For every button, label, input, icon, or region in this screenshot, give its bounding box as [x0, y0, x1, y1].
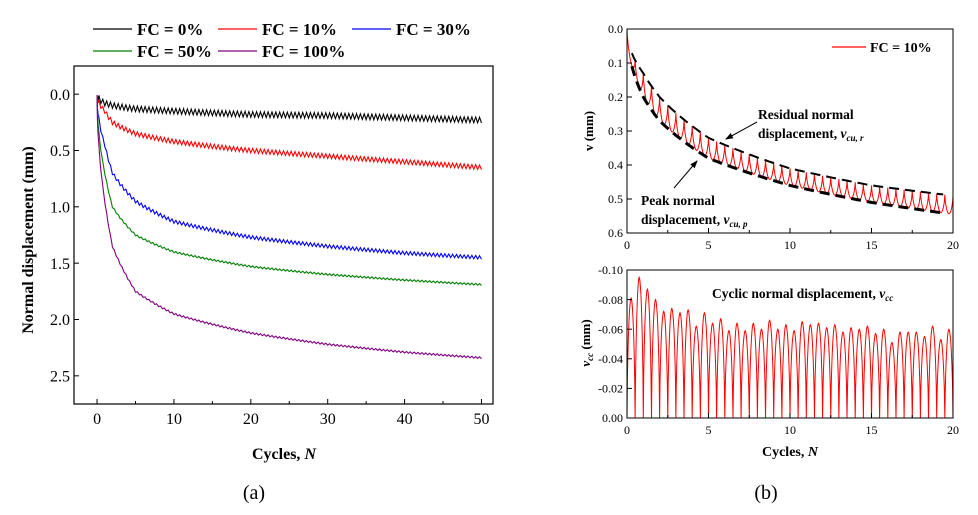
y-axis-label: Normal displacement (mm)	[20, 146, 37, 334]
axes: 0 5 10 15 20 0.00 -0.02 -0.04 -0.06 -0.08 -0.10	[598, 263, 959, 437]
x-tick-label: 5	[706, 238, 712, 252]
y-tick-label: -0.04	[598, 352, 623, 366]
series-line	[96, 96, 483, 171]
panel-b-top: 0 5 10 15 20 0.0 0.1 0.2 0.3 0.4 0.5 0.6 FC = 10% v…	[581, 22, 959, 252]
series-line	[96, 94, 482, 286]
y-tick-label: 0.00	[602, 411, 623, 425]
legend-label: FC = 0%	[137, 20, 203, 39]
arrow-peak	[673, 160, 698, 189]
x-tick-label: 50	[473, 411, 489, 428]
series-line	[96, 94, 483, 125]
arrow-residual	[725, 121, 758, 140]
annotation-cyclic: Cyclic normal displacement, vcc	[712, 286, 893, 303]
series-line	[96, 94, 482, 360]
x-tick-label: 10	[784, 238, 796, 252]
legend-label: FC = 10%	[262, 20, 337, 39]
x-tick-label: 0	[93, 411, 101, 428]
legend-label: FC = 100%	[262, 42, 345, 61]
y-tick-label: 2.0	[50, 312, 70, 329]
y-tick-label: 2.5	[50, 368, 70, 385]
plot-area	[626, 28, 954, 215]
x-tick-label: 20	[947, 423, 959, 437]
plot-frame	[73, 65, 494, 405]
legend: FC = 0% FC = 10% FC = 30% FC = 50% FC = 100%	[93, 20, 471, 61]
x-tick-label: 40	[397, 411, 413, 428]
x-tick-label: 20	[243, 411, 259, 428]
x-tick-label: 5	[706, 423, 712, 437]
x-tick-label: 30	[320, 411, 336, 428]
x-tick-label: 20	[947, 238, 959, 252]
y-axis-label: v (mm)	[581, 111, 596, 151]
x-axis-label: Cycles, N	[252, 446, 317, 463]
y-tick-label: 0.3	[608, 124, 623, 138]
y-tick-label: -0.08	[598, 293, 623, 307]
y-tick-label: 0.4	[608, 158, 623, 172]
x-tick-label: 0	[624, 238, 630, 252]
y-tick-label: 0.5	[608, 192, 623, 206]
y-tick-label: -0.02	[598, 382, 623, 396]
y-tick-label: 0.1	[608, 56, 623, 70]
axes: 0 10 20 30 40 50 0.0 0.5 1.0 1.5 2.0 2.5	[50, 87, 489, 428]
x-tick-label: 15	[866, 423, 878, 437]
panel-b-bottom: 0 5 10 15 20 0.00 -0.02 -0.04 -0.06 -0.08 -0.10 Cy…	[578, 263, 959, 504]
y-tick-label: 0.5	[50, 143, 70, 160]
peak-envelope	[630, 65, 944, 215]
y-tick-label: -0.10	[598, 263, 623, 277]
y-tick-label: 0.0	[50, 87, 70, 104]
y-tick-label: -0.06	[598, 322, 623, 336]
axes: 0 5 10 15 20 0.0 0.1 0.2 0.3 0.4 0.5 0.6	[608, 22, 959, 252]
y-axis-label: vcc (mm)	[578, 319, 595, 366]
caption-a: (a)	[243, 482, 265, 504]
x-tick-label: 10	[784, 423, 796, 437]
x-tick-label: 0	[624, 423, 630, 437]
y-tick-label: 0.0	[608, 22, 623, 36]
legend-label: FC = 10%	[870, 41, 932, 56]
panel-a: FC = 0% FC = 10% FC = 30% FC = 50% FC = 100%…	[20, 20, 494, 504]
caption-b: (b)	[754, 482, 777, 504]
plot-area	[96, 94, 483, 360]
residual-envelope	[630, 52, 944, 196]
x-tick-label: 10	[166, 411, 182, 428]
annotation-residual-line1: Residual normal	[758, 107, 854, 122]
x-axis-label: Cycles, N	[762, 445, 819, 460]
series-line	[96, 95, 482, 261]
legend-label: FC = 30%	[396, 20, 471, 39]
legend-label: FC = 50%	[137, 42, 212, 61]
annotation-residual-line2: displacement, vcu, r	[758, 126, 864, 143]
y-tick-label: 0.6	[608, 226, 623, 240]
y-tick-label: 1.0	[50, 199, 70, 216]
x-tick-label: 15	[866, 238, 878, 252]
y-tick-label: 1.5	[50, 256, 70, 273]
annotation-peak-line1: Peak normal	[641, 193, 715, 208]
y-tick-label: 0.2	[608, 90, 623, 104]
annotation-peak-line2: displacement, vcu, p	[641, 212, 748, 229]
